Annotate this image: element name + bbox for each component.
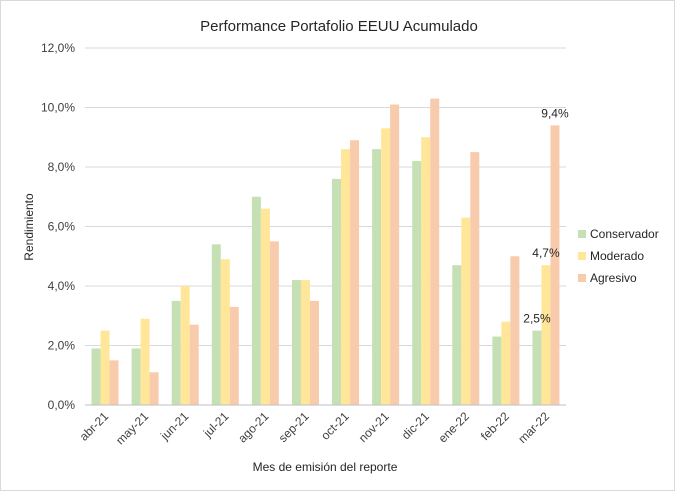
- bars: [91, 98, 560, 406]
- bar-moderado-nov-21: [381, 128, 391, 405]
- bar-moderado-sep-21: [300, 280, 310, 405]
- bar-agresivo-ago-21: [269, 241, 279, 405]
- bar-agresivo-mar-22: [550, 125, 560, 405]
- bar-conservador-jun-21: [171, 300, 181, 405]
- chart-title: Performance Portafolio EEUU Acumulado: [200, 18, 478, 35]
- bar-agresivo-jul-21: [229, 306, 239, 405]
- bar-moderado-abr-21: [100, 330, 110, 405]
- bar-agresivo-ene-22: [470, 152, 480, 405]
- y-tick-label: 2,0%: [48, 339, 76, 353]
- data-labels: 2,5% 4,7% 9,4%: [523, 106, 569, 325]
- legend-swatch: [578, 274, 586, 282]
- bar-conservador-ene-22: [452, 265, 462, 405]
- bar-moderado-may-21: [140, 318, 150, 405]
- bar-conservador-mar-22: [532, 330, 542, 405]
- bar-moderado-oct-21: [341, 149, 351, 405]
- data-label: 9,4%: [541, 106, 569, 120]
- x-axis-ticks: abr-21 may-21 jun-21 jul-21 ago-21 sep-21 oct-…: [77, 409, 553, 447]
- y-tick-label: 10,0%: [41, 101, 75, 115]
- bar-conservador-nov-21: [372, 149, 382, 405]
- data-label: 2,5%: [523, 312, 551, 326]
- bar-agresivo-oct-21: [350, 140, 360, 405]
- bar-moderado-dic-21: [421, 137, 431, 405]
- bar-agresivo-abr-21: [109, 360, 119, 405]
- x-tick-label: mar-22: [515, 409, 552, 446]
- bar-conservador-sep-21: [291, 280, 301, 405]
- bar-moderado-feb-22: [501, 321, 511, 405]
- x-tick-label: ago-21: [235, 409, 272, 446]
- legend: Conservador Moderado Agresivo: [578, 227, 659, 285]
- bar-agresivo-dic-21: [430, 98, 440, 405]
- x-axis-title: Mes de emisión del reporte: [253, 460, 398, 474]
- bar-conservador-abr-21: [91, 348, 101, 405]
- bar-conservador-jul-21: [211, 244, 221, 405]
- bar-agresivo-nov-21: [390, 104, 400, 406]
- bar-agresivo-jun-21: [189, 324, 199, 405]
- x-tick-label: nov-21: [356, 409, 392, 445]
- gridlines: [85, 47, 566, 346]
- bar-conservador-ago-21: [251, 196, 261, 405]
- bar-conservador-dic-21: [412, 161, 422, 405]
- bar-moderado-ago-21: [260, 208, 270, 405]
- x-tick-label: oct-21: [318, 409, 352, 443]
- x-tick-label: sep-21: [276, 409, 312, 445]
- legend-label: Moderado: [590, 249, 644, 263]
- x-tick-label: feb-22: [478, 409, 512, 443]
- bar-moderado-jun-21: [180, 286, 190, 405]
- bar-agresivo-sep-21: [309, 300, 319, 405]
- x-tick-label: abr-21: [77, 409, 112, 444]
- data-label: 4,7%: [532, 246, 560, 260]
- y-tick-label: 0,0%: [48, 398, 76, 412]
- y-tick-label: 12,0%: [41, 41, 75, 55]
- bar-moderado-ene-22: [461, 217, 471, 405]
- x-tick-label: ene-22: [436, 409, 473, 446]
- legend-label: Agresivo: [590, 271, 637, 285]
- bar-moderado-jul-21: [220, 259, 230, 405]
- bar-agresivo-feb-22: [510, 256, 520, 405]
- bar-conservador-oct-21: [332, 178, 342, 405]
- bar-conservador-may-21: [131, 348, 141, 405]
- x-tick-label: may-21: [113, 409, 151, 447]
- legend-swatch: [578, 230, 586, 238]
- bar-moderado-mar-22: [541, 265, 551, 405]
- legend-label: Conservador: [590, 227, 659, 241]
- y-axis-title: Rendimiento: [22, 193, 36, 261]
- x-tick-label: jun-21: [157, 409, 191, 443]
- y-tick-label: 4,0%: [48, 279, 76, 293]
- y-tick-label: 8,0%: [48, 160, 76, 174]
- x-tick-label: dic-21: [399, 409, 432, 442]
- y-tick-label: 6,0%: [48, 220, 76, 234]
- bar-agresivo-may-21: [149, 372, 159, 405]
- bar-conservador-feb-22: [492, 336, 502, 405]
- x-tick-label: jul-21: [200, 409, 232, 441]
- legend-swatch: [578, 252, 586, 260]
- y-axis-ticks: 0,0% 2,0% 4,0% 6,0% 8,0% 10,0% 12,0%: [41, 41, 75, 412]
